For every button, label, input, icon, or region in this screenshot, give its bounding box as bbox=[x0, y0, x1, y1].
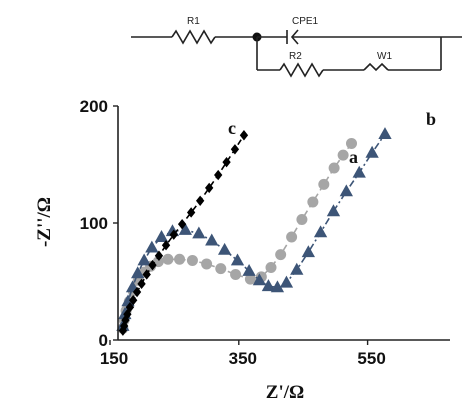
data-point bbox=[307, 196, 319, 208]
series-label-c: c bbox=[228, 118, 236, 138]
data-point bbox=[279, 275, 294, 288]
data-point bbox=[328, 162, 340, 174]
data-point bbox=[230, 144, 240, 155]
data-point bbox=[215, 263, 227, 275]
data-point bbox=[131, 266, 145, 279]
circuit-label-cpe1: CPE1 bbox=[292, 16, 319, 27]
equivalent-circuit: R1 CPE1 R2 W1 bbox=[131, 16, 462, 78]
y-tick-label: 0 bbox=[99, 331, 108, 350]
data-point bbox=[296, 213, 308, 225]
data-point bbox=[261, 279, 276, 292]
series-line bbox=[122, 133, 386, 327]
data-point bbox=[192, 226, 206, 239]
data-point bbox=[186, 207, 196, 218]
data-point bbox=[196, 195, 205, 206]
data-point bbox=[125, 302, 135, 313]
data-point bbox=[337, 149, 349, 161]
data-point bbox=[217, 242, 232, 255]
data-point bbox=[129, 295, 138, 306]
data-point bbox=[346, 137, 357, 149]
data-point bbox=[177, 218, 187, 230]
series-label-b: b bbox=[426, 109, 436, 129]
data-point bbox=[265, 261, 277, 273]
resistor-r2-symbol bbox=[279, 62, 324, 78]
x-tick-label: 550 bbox=[357, 349, 385, 368]
x-tick-label: 150 bbox=[100, 349, 128, 368]
data-point bbox=[230, 253, 245, 266]
data-point bbox=[137, 253, 151, 266]
data-point bbox=[154, 250, 164, 261]
data-point bbox=[145, 240, 159, 253]
y-tick-label: 200 bbox=[80, 97, 108, 116]
data-point bbox=[301, 245, 316, 258]
data-point bbox=[230, 268, 242, 280]
y-axis-title: -Z''/Ω bbox=[34, 197, 55, 247]
x-axis-title: Z'/Ω bbox=[266, 382, 304, 403]
data-point bbox=[121, 294, 135, 307]
data-point bbox=[352, 165, 366, 178]
x-tick-label: 350 bbox=[229, 349, 257, 368]
nyquist-chart: 150 350 550 0 100 200 a b c Z'/Ω -Z''/Ω bbox=[34, 97, 450, 403]
data-point bbox=[339, 184, 353, 197]
series-label-a: a bbox=[349, 147, 358, 167]
data-point bbox=[205, 182, 214, 194]
series-b bbox=[116, 127, 392, 331]
data-point bbox=[214, 169, 223, 181]
data-point bbox=[244, 273, 256, 285]
data-point bbox=[313, 225, 328, 238]
series-label-layer: a b c bbox=[228, 109, 436, 167]
circuit-label-w1: W1 bbox=[377, 51, 392, 62]
circuit-label-r1: R1 bbox=[187, 16, 200, 27]
data-point bbox=[174, 253, 186, 265]
data-point bbox=[161, 240, 171, 251]
data-point bbox=[178, 223, 192, 235]
data-point bbox=[378, 127, 392, 139]
data-point bbox=[222, 156, 231, 168]
warburg-w1-symbol bbox=[363, 62, 389, 72]
data-point bbox=[290, 262, 304, 275]
data-point bbox=[239, 130, 249, 141]
data-point bbox=[252, 273, 267, 286]
series-c bbox=[118, 130, 249, 336]
data-point bbox=[169, 229, 178, 240]
data-point bbox=[326, 204, 341, 217]
tick-layer: 150 350 550 0 100 200 bbox=[80, 97, 386, 368]
data-point bbox=[162, 253, 174, 265]
data-point bbox=[148, 259, 157, 271]
data-point bbox=[137, 278, 146, 290]
circuit-label-r2: R2 bbox=[289, 51, 302, 62]
data-point bbox=[270, 280, 285, 293]
data-point bbox=[286, 231, 298, 243]
data-point bbox=[242, 263, 256, 276]
resistor-r1-symbol bbox=[171, 29, 216, 45]
data-point bbox=[201, 258, 213, 270]
data-point bbox=[186, 254, 198, 266]
series-layer bbox=[116, 127, 392, 336]
data-point bbox=[132, 286, 142, 298]
data-point bbox=[365, 145, 379, 158]
data-point bbox=[205, 233, 219, 246]
y-tick-label: 100 bbox=[80, 214, 108, 233]
data-point bbox=[154, 230, 169, 242]
data-point bbox=[275, 249, 287, 261]
data-point bbox=[318, 178, 330, 190]
data-point bbox=[142, 269, 151, 280]
